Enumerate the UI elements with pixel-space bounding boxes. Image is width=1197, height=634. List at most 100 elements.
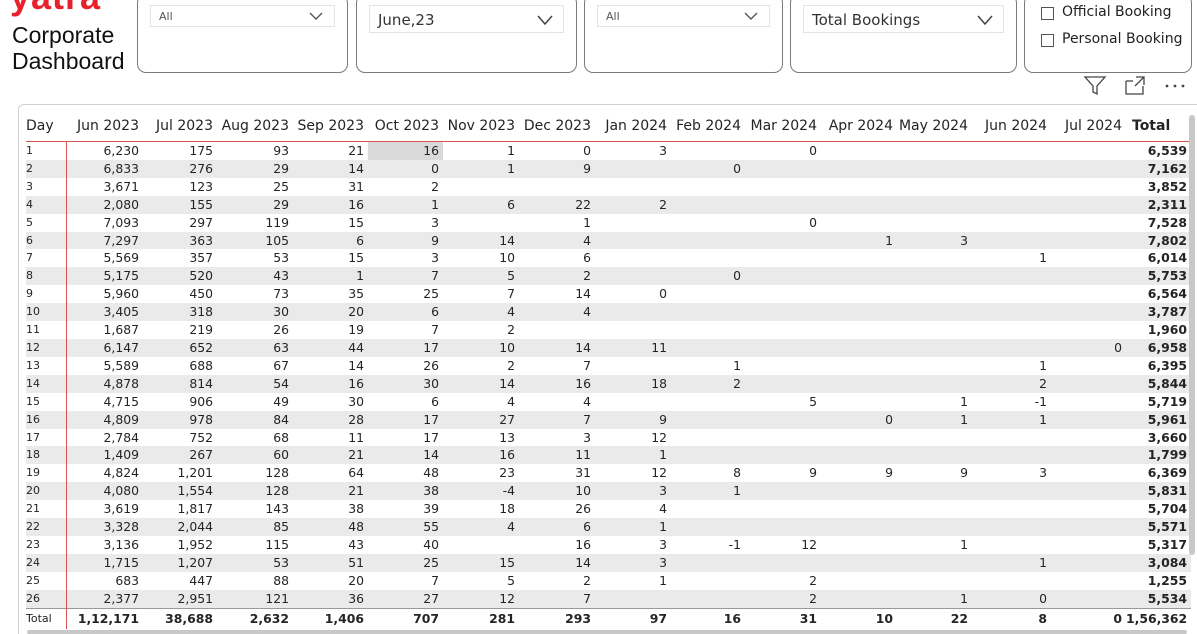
table-cell[interactable]: 7 (431, 322, 439, 338)
table-cell[interactable] (1051, 500, 1126, 518)
table-cell[interactable] (1051, 464, 1126, 482)
table-cell[interactable]: 67 (273, 357, 289, 373)
table-cell[interactable] (745, 195, 821, 214)
table-cell[interactable]: 2 (972, 374, 1051, 393)
table-cell[interactable] (821, 518, 897, 536)
table-cell[interactable]: 2 (519, 267, 595, 286)
table-cell[interactable] (671, 214, 745, 232)
table-cell[interactable]: 4 (443, 518, 519, 536)
table-cell[interactable]: 6 (443, 195, 519, 214)
table-cell[interactable]: 2 (507, 357, 515, 373)
table-cell[interactable]: 2 (583, 572, 591, 588)
table-cell[interactable] (745, 410, 821, 429)
table-cell[interactable] (821, 553, 897, 572)
table-cell[interactable] (671, 321, 745, 339)
table-cell[interactable] (671, 303, 745, 322)
column-header-month[interactable]: Jul 2024 (1051, 110, 1126, 142)
table-cell[interactable] (443, 536, 519, 554)
table-cell[interactable]: 0 (972, 589, 1051, 609)
table-cell[interactable]: 3 (659, 143, 667, 158)
column-total-cell[interactable]: 22 (897, 607, 972, 629)
row-header-day[interactable]: 22 (26, 518, 67, 536)
table-cell[interactable]: 30 (368, 374, 443, 393)
table-cell[interactable]: 7,093 (103, 214, 139, 230)
table-cell[interactable]: 84 (217, 410, 293, 429)
table-cell[interactable]: 357 (189, 250, 213, 266)
table-cell[interactable]: 1,409 (66, 446, 143, 465)
row-total-cell[interactable]: 6,369 (1147, 465, 1187, 481)
table-cell[interactable]: 48 (293, 518, 368, 536)
table-cell[interactable]: 68 (273, 429, 289, 445)
table-cell[interactable] (897, 500, 972, 518)
table-cell[interactable] (671, 518, 745, 536)
row-total-cell[interactable]: 3,084 (1126, 553, 1191, 572)
table-cell[interactable] (897, 214, 972, 232)
table-cell[interactable] (1051, 178, 1126, 196)
table-cell[interactable] (972, 536, 1051, 554)
table-cell[interactable]: 43 (348, 536, 364, 552)
table-cell[interactable] (1051, 303, 1126, 322)
table-cell[interactable]: 4,824 (103, 465, 139, 481)
row-total-cell[interactable]: 6,539 (1147, 143, 1187, 158)
table-cell[interactable] (972, 195, 1051, 214)
table-cell[interactable]: 7 (519, 410, 595, 429)
table-cell[interactable]: 267 (143, 446, 217, 465)
table-cell[interactable] (821, 357, 897, 375)
table-cell[interactable] (897, 249, 972, 267)
table-cell[interactable]: 54 (217, 374, 293, 393)
table-cell[interactable] (595, 159, 671, 178)
row-total-cell[interactable]: 5,844 (1126, 374, 1191, 393)
table-cell[interactable]: 2 (431, 178, 439, 194)
table-cell[interactable] (897, 267, 972, 286)
table-cell[interactable]: 20 (348, 572, 364, 588)
table-cell[interactable] (595, 231, 671, 250)
table-cell[interactable] (972, 142, 1051, 160)
table-cell[interactable] (972, 482, 1051, 501)
table-cell[interactable]: 1 (897, 410, 972, 429)
table-cell[interactable]: 6,230 (103, 143, 139, 158)
table-cell[interactable]: 2,377 (66, 589, 143, 609)
table-cell[interactable]: 11 (348, 429, 364, 445)
table-cell[interactable] (972, 159, 1051, 178)
table-cell[interactable]: 3 (1039, 465, 1047, 481)
table-cell[interactable]: 16 (368, 141, 443, 160)
table-cell[interactable]: 128 (217, 482, 293, 501)
table-cell[interactable]: 14 (443, 231, 519, 250)
row-header-day[interactable]: 25 (26, 571, 67, 590)
table-cell[interactable]: 115 (265, 536, 289, 552)
table-cell[interactable]: 14 (368, 446, 443, 465)
table-cell[interactable]: 1 (595, 518, 671, 536)
column-total-cell[interactable]: 10 (821, 607, 897, 629)
table-cell[interactable]: 9 (595, 410, 671, 429)
table-cell[interactable]: 4,878 (66, 374, 143, 393)
table-cell[interactable]: 1 (972, 410, 1051, 429)
table-cell[interactable] (897, 446, 972, 465)
row-header-day[interactable]: 5 (26, 213, 67, 232)
table-cell[interactable]: 51 (293, 553, 368, 572)
table-cell[interactable] (671, 410, 745, 429)
table-cell[interactable]: 30 (217, 303, 293, 322)
table-cell[interactable]: 450 (189, 286, 213, 302)
table-cell[interactable]: 175 (189, 143, 213, 158)
table-cell[interactable]: 3 (431, 250, 439, 266)
table-cell[interactable] (821, 159, 897, 178)
column-total-cell[interactable]: 31 (745, 607, 821, 629)
table-cell[interactable] (972, 303, 1051, 322)
table-cell[interactable]: 17 (368, 338, 443, 357)
table-cell[interactable] (443, 214, 519, 232)
table-cell[interactable]: 0 (809, 143, 817, 158)
table-cell[interactable] (1051, 446, 1126, 465)
table-cell[interactable] (745, 285, 821, 303)
table-cell[interactable] (595, 321, 671, 339)
row-total-cell[interactable]: 5,534 (1126, 589, 1191, 609)
table-cell[interactable] (595, 303, 671, 322)
table-cell[interactable]: 0 (583, 143, 591, 158)
row-total-cell[interactable]: 1,255 (1147, 572, 1187, 588)
table-cell[interactable] (897, 338, 972, 357)
row-header-day[interactable]: 14 (26, 374, 67, 393)
slicer-2-dropdown[interactable]: June,23 (369, 5, 564, 33)
row-header-day[interactable]: 17 (26, 428, 67, 447)
table-cell[interactable] (821, 374, 897, 393)
table-cell[interactable]: 39 (423, 501, 439, 517)
table-cell[interactable]: 30 (348, 393, 364, 409)
